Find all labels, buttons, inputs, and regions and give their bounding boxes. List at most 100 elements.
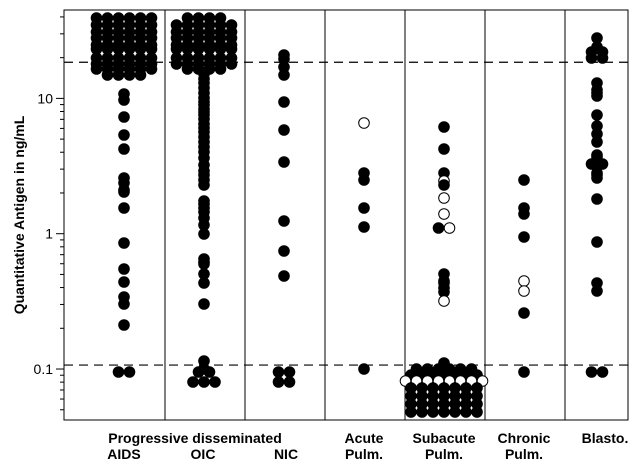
data-point bbox=[272, 366, 285, 378]
data-point-open bbox=[438, 295, 450, 307]
data-point bbox=[591, 236, 603, 248]
data-point bbox=[518, 307, 530, 319]
data-point bbox=[192, 366, 205, 378]
data-point bbox=[460, 406, 472, 418]
y-ticks: 0.1 1 10 bbox=[34, 16, 64, 411]
data-point bbox=[134, 69, 147, 81]
data-point bbox=[118, 94, 130, 106]
axes bbox=[63, 9, 629, 421]
data-point-open bbox=[438, 192, 450, 204]
data-point bbox=[118, 202, 130, 214]
data-point bbox=[518, 231, 530, 243]
x-category-label: OIC bbox=[191, 446, 216, 462]
data-point bbox=[112, 366, 125, 378]
data-point bbox=[438, 406, 450, 418]
data-point-open bbox=[518, 285, 530, 297]
data-point bbox=[118, 111, 130, 123]
data-point bbox=[101, 69, 114, 81]
data-point-open bbox=[518, 275, 530, 287]
data-point bbox=[518, 174, 530, 186]
data-point bbox=[203, 366, 216, 378]
data-point bbox=[438, 179, 450, 191]
group-label: Progressive disseminated bbox=[108, 430, 282, 446]
data-point bbox=[278, 69, 290, 81]
data-point bbox=[358, 174, 370, 186]
data-point bbox=[416, 406, 428, 418]
data-point bbox=[123, 366, 136, 378]
data-point bbox=[278, 124, 290, 136]
group-separators bbox=[164, 10, 566, 420]
data-point bbox=[591, 136, 603, 148]
data-point-open bbox=[358, 117, 370, 129]
data-point bbox=[283, 376, 296, 388]
data-point bbox=[591, 193, 603, 205]
data-point bbox=[358, 221, 370, 233]
data-point bbox=[358, 202, 370, 214]
data-point bbox=[471, 406, 483, 418]
y-axis-label: Quantitative Antigen in ng/mL bbox=[11, 115, 27, 314]
data-point bbox=[283, 366, 296, 378]
data-point bbox=[187, 376, 199, 388]
data-point bbox=[278, 156, 290, 168]
data-point bbox=[181, 63, 194, 75]
data-point bbox=[118, 186, 130, 198]
data-point bbox=[118, 276, 130, 288]
data-point bbox=[591, 109, 603, 121]
data-point bbox=[591, 90, 603, 102]
x-category-label: AIDS bbox=[107, 446, 140, 462]
labels: Quantitative Antigen in ng/mL Progressive… bbox=[11, 115, 628, 462]
data-point bbox=[112, 69, 125, 81]
data-point bbox=[145, 63, 158, 75]
y-tick-label: 0.1 bbox=[34, 361, 54, 377]
data-point bbox=[591, 285, 603, 297]
data-point bbox=[118, 319, 130, 331]
plot-frame bbox=[63, 9, 629, 421]
data-point bbox=[90, 63, 103, 75]
x-category-label: NIC bbox=[274, 446, 298, 462]
data-point bbox=[585, 52, 598, 64]
data-points bbox=[90, 12, 609, 418]
data-point bbox=[278, 270, 290, 282]
data-point bbox=[118, 143, 130, 155]
data-point bbox=[518, 208, 530, 220]
data-point bbox=[432, 222, 445, 234]
data-point bbox=[214, 63, 227, 75]
data-point-open bbox=[438, 208, 450, 220]
x-category-label: Acute Pulm. bbox=[345, 430, 384, 462]
data-point bbox=[118, 263, 130, 275]
data-point bbox=[225, 58, 238, 70]
data-point bbox=[118, 298, 130, 310]
data-point bbox=[272, 376, 285, 388]
data-point bbox=[449, 406, 461, 418]
data-point bbox=[358, 363, 370, 375]
data-point-open bbox=[443, 222, 456, 234]
data-point bbox=[198, 228, 210, 240]
y-tick-label: 10 bbox=[37, 90, 53, 106]
x-category-label: Chronic Pulm. bbox=[498, 430, 551, 462]
data-point bbox=[170, 58, 183, 70]
data-point bbox=[123, 69, 136, 81]
x-category-label: Subacute Pulm. bbox=[412, 430, 475, 462]
data-point bbox=[596, 366, 609, 378]
data-point bbox=[278, 245, 290, 257]
data-point bbox=[278, 96, 290, 108]
reference-lines bbox=[64, 61, 628, 366]
data-point bbox=[118, 129, 130, 141]
data-point bbox=[427, 406, 439, 418]
data-point bbox=[518, 366, 530, 378]
data-point bbox=[438, 143, 450, 155]
x-category-label: Blasto. bbox=[582, 430, 629, 446]
data-point bbox=[585, 366, 598, 378]
data-point bbox=[198, 277, 210, 289]
data-point bbox=[438, 121, 450, 133]
data-point bbox=[118, 237, 130, 249]
y-tick-label: 1 bbox=[45, 226, 53, 242]
data-point bbox=[209, 376, 221, 388]
data-point bbox=[198, 258, 210, 270]
data-point bbox=[198, 376, 210, 388]
data-point bbox=[198, 298, 210, 310]
data-point bbox=[198, 179, 210, 191]
data-point bbox=[405, 406, 417, 418]
data-point bbox=[596, 52, 609, 64]
